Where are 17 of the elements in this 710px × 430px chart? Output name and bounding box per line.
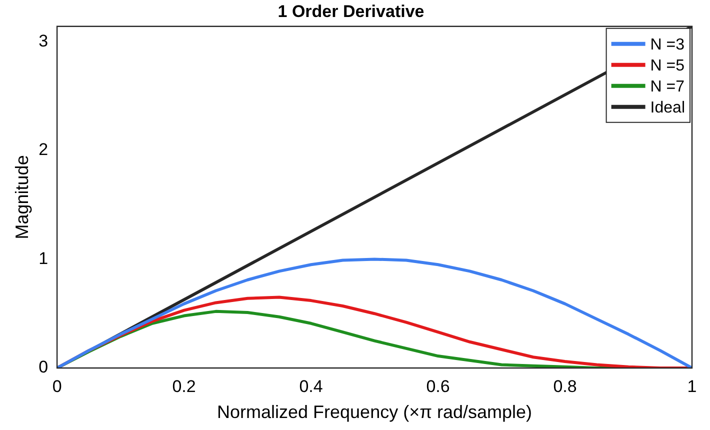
chart-title: 1 Order Derivative	[278, 2, 424, 21]
x-tick-label: 0.4	[299, 376, 323, 396]
y-tick-label: 0	[38, 358, 48, 377]
y-tick-label: 3	[38, 31, 48, 50]
legend-label: N =3	[650, 36, 685, 54]
legend-label: N =7	[650, 78, 685, 96]
legend-label: N =5	[650, 57, 685, 74]
x-tick-label: 0	[52, 376, 62, 396]
legend-label: Ideal	[650, 99, 686, 116]
y-tick-label: 1	[38, 248, 48, 268]
y-tick-label: 2	[38, 140, 48, 160]
x-tick-label: 1	[687, 376, 697, 396]
x-tick-label: 0.6	[426, 376, 450, 396]
y-axis-title: Magnitude	[12, 155, 32, 240]
x-axis-title: Normalized Frequency (×π rad/sample)	[217, 402, 532, 422]
x-tick-label: 0.2	[172, 376, 196, 396]
x-tick-label: 0.8	[553, 376, 577, 396]
